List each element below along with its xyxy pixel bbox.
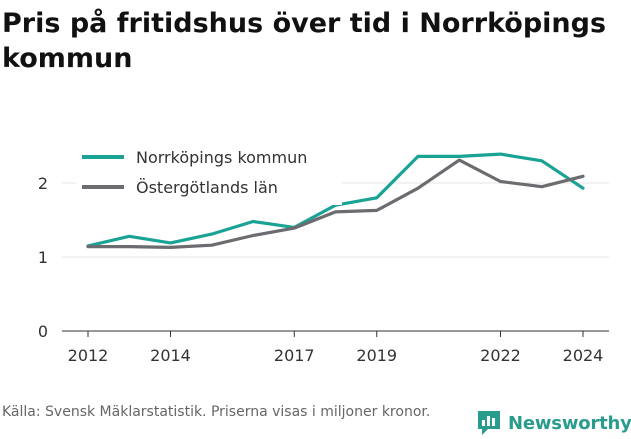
legend: Norrköpings kommun Östergötlands län [76,143,342,205]
brand-logo[interactable]: Newsworthy [476,409,631,437]
y-tick-label: 0 [38,322,48,341]
x-tick-label: 2022 [480,346,521,365]
y-tick-label: 2 [38,174,48,193]
axes: 0 1 2 2012 2014 2017 2019 2022 2024 [38,174,609,365]
y-tick-label: 1 [38,248,48,267]
x-tick-label: 2012 [68,346,109,365]
x-tick-label: 2017 [274,346,315,365]
x-tick-label: 2019 [356,346,397,365]
x-tick-label: 2024 [563,346,604,365]
series-line-1 [86,158,585,249]
source-note: Källa: Svensk Mäklarstatistik. Priserna … [2,404,431,420]
legend-label: Östergötlands län [136,178,278,197]
series-lines [86,152,585,249]
legend-label: Norrköpings kommun [136,148,307,167]
brand-name: Newsworthy [508,412,631,434]
legend-background [76,143,342,205]
x-tick-label: 2014 [150,346,191,365]
newsworthy-logo-icon [478,411,500,435]
chart-title: Pris på fritidshus över tid i Norrköping… [2,8,607,74]
